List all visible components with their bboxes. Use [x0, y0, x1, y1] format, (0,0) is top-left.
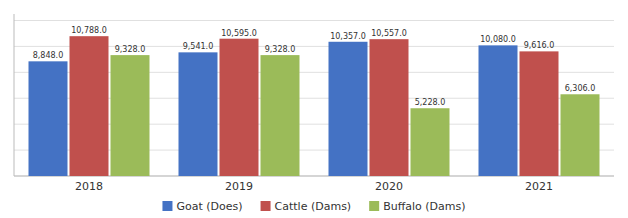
bar: [179, 52, 218, 176]
data-label: 6,306.0: [565, 84, 596, 93]
legend-swatch: [162, 201, 172, 211]
data-label: 9,328.0: [115, 45, 146, 54]
bar: [411, 108, 450, 176]
legend-item: Cattle (Dams): [261, 200, 352, 213]
bar: [220, 39, 259, 176]
data-labels: 8,848.0 10,788.0 9,328.0 9,541.0 10,595.0 9,3…: [33, 26, 596, 107]
data-label: 10,357.0: [330, 32, 366, 41]
data-label: 5,228.0: [415, 98, 446, 107]
grid: [14, 20, 614, 176]
data-label: 10,595.0: [221, 29, 257, 38]
legend-label: Buffalo (Dams): [383, 200, 465, 213]
bar: [261, 55, 300, 176]
legend-label: Goat (Does): [176, 200, 242, 213]
bar: [479, 45, 518, 176]
data-label: 10,788.0: [71, 26, 107, 35]
bar: [520, 51, 559, 176]
chart: 8,848.0 10,788.0 9,328.0 9,541.0 10,595.0 9,3…: [0, 0, 628, 218]
bar: [370, 39, 409, 176]
bar: [111, 55, 150, 176]
legend-swatch: [369, 201, 379, 211]
bar: [70, 36, 109, 176]
bar: [329, 42, 368, 176]
x-tick-label: 2019: [225, 180, 253, 193]
x-tick-label: 2020: [375, 180, 403, 193]
data-label: 10,080.0: [480, 35, 516, 44]
legend-label: Cattle (Dams): [275, 200, 352, 213]
bar: [561, 94, 600, 176]
legend-swatch: [261, 201, 271, 211]
legend-item: Buffalo (Dams): [369, 200, 465, 213]
grid-line: [14, 20, 614, 21]
bars: [29, 36, 600, 176]
legend-item: Goat (Does): [162, 200, 242, 213]
data-label: 9,541.0: [183, 42, 214, 51]
x-tick-label: 2018: [75, 180, 103, 193]
y-axis-line: [14, 14, 15, 176]
data-label: 9,328.0: [265, 45, 296, 54]
data-label: 9,616.0: [524, 41, 555, 50]
data-label: 8,848.0: [33, 51, 64, 60]
x-tick-label: 2021: [525, 180, 553, 193]
data-label: 10,557.0: [371, 29, 407, 38]
legend: Goat (Does) Cattle (Dams) Buffalo (Dams): [162, 200, 465, 213]
bar: [29, 61, 68, 176]
chart-container: 8,848.0 10,788.0 9,328.0 9,541.0 10,595.0 9,3…: [0, 0, 628, 218]
